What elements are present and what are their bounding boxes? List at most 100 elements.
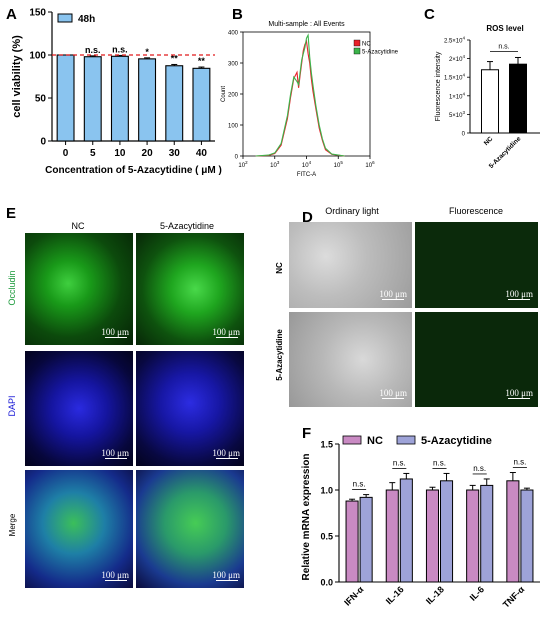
y-tick-label: 0 xyxy=(40,137,46,148)
significance-label: n.s. xyxy=(393,458,406,467)
panel-e-col-nc: NC xyxy=(72,221,85,231)
panel-label-d: D xyxy=(302,209,313,226)
y-tick-label: 2.5×104 xyxy=(444,36,466,45)
panel-d-col-fluorescence: Fluorescence xyxy=(449,206,503,216)
legend-swatch xyxy=(353,47,361,55)
y-tick-label: 0 xyxy=(462,132,466,138)
bar xyxy=(509,63,527,134)
x-tick-label: 104 xyxy=(302,160,312,169)
significance-label: n.s. xyxy=(353,480,366,489)
scale-label: 100 μm xyxy=(101,448,129,458)
scale-label: 100 μm xyxy=(505,388,533,398)
x-tick-label: IFN-α xyxy=(342,584,366,608)
y-tick-label: 50 xyxy=(35,94,47,105)
y-axis-label: Count xyxy=(221,86,227,102)
legend-label: 5-Azacytidine xyxy=(362,50,399,56)
bar xyxy=(345,500,359,583)
bar xyxy=(480,484,494,583)
y-tick-label: 1.0 xyxy=(320,486,333,496)
y-tick-label: 0.5 xyxy=(320,532,333,542)
legend-swatch xyxy=(342,435,362,445)
scale-label: 100 μm xyxy=(212,570,240,580)
chart-b: Multi-sample : All Events 0 100 200 300 400 10… xyxy=(221,21,399,178)
bar xyxy=(440,480,454,583)
scale-label: 100 μm xyxy=(505,289,533,299)
legend-swatch xyxy=(353,39,361,47)
scale-label: 100 μm xyxy=(101,327,129,337)
x-tick-label: TNF-α xyxy=(501,584,527,610)
panel-label-e: E xyxy=(6,205,16,222)
x-tick-label: 40 xyxy=(196,148,208,159)
micrograph-d-aza-light: 100 μm xyxy=(289,312,412,407)
x-axis-label: FITC-A xyxy=(297,172,316,178)
micrograph-e-nc-dapi: 100 μm xyxy=(25,351,133,466)
y-tick-label: 150 xyxy=(29,8,46,19)
micrograph-d-nc-light: 100 μm xyxy=(289,222,412,308)
x-tick-label: 105 xyxy=(334,160,344,169)
bar xyxy=(192,67,211,142)
y-tick-label: 1×104 xyxy=(449,91,466,100)
significance-label: n.s. xyxy=(433,458,446,467)
y-tick-label: 0 xyxy=(235,155,239,161)
panel-d-row-aza: 5-Azacytidine xyxy=(275,329,284,381)
y-tick-label: 2×104 xyxy=(449,54,466,63)
micrograph-d-nc-fluor: 100 μm xyxy=(415,222,538,308)
y-tick-label: 100 xyxy=(29,51,46,62)
chart-title: ROS level xyxy=(486,24,523,33)
panel-label-b: B xyxy=(232,6,243,23)
series-line xyxy=(255,39,345,157)
bar xyxy=(399,478,413,583)
significance-label: n.s. xyxy=(112,44,128,54)
micrograph-e-aza-dapi: 100 μm xyxy=(136,351,244,466)
legend-swatch xyxy=(57,13,73,23)
bar xyxy=(466,489,480,583)
legend-label: 5-Azacytidine xyxy=(421,435,492,447)
bar xyxy=(56,54,75,142)
x-tick-label: 5 xyxy=(90,148,96,159)
panel-e-row-occludin: Occludin xyxy=(7,270,17,305)
micrograph-e-nc-merge: 100 μm xyxy=(25,470,133,588)
panel-label-f: F xyxy=(302,425,311,442)
panel-e-row-merge: Merge xyxy=(8,513,17,536)
x-tick-label: NC xyxy=(483,135,495,147)
micrograph-e-aza-merge: 100 μm xyxy=(136,470,244,588)
series-line xyxy=(255,33,345,157)
significance-label: n.s. xyxy=(513,458,526,467)
panel-d-row-nc: NC xyxy=(275,262,284,274)
significance-label: ** xyxy=(171,53,179,63)
bar xyxy=(165,65,184,142)
legend-swatch xyxy=(396,435,416,445)
x-tick-label: 103 xyxy=(270,160,280,169)
x-tick-label: 102 xyxy=(238,160,248,169)
bar xyxy=(520,489,534,583)
legend-label: NC xyxy=(362,42,371,48)
legend-label: NC xyxy=(367,435,383,447)
panel-e-col-aza: 5-Azacytidine xyxy=(160,221,214,231)
chart-f: 0.0 0.5 1.0 1.5 Relative mRNA expression n.s.… xyxy=(301,435,540,610)
chart-c: ROS level 0 5×103 1×104 1.5×104 2×104 2.5×104F… xyxy=(435,24,540,170)
y-tick-label: 300 xyxy=(228,62,239,68)
y-tick-label: 200 xyxy=(228,93,239,99)
x-tick-label: 10 xyxy=(114,148,126,159)
micrograph-e-nc-occludin: 100 μm xyxy=(25,233,133,345)
significance-label: n.s. xyxy=(498,43,509,50)
x-axis-label: Concentration of 5-Azacytidine ( μM ) xyxy=(45,165,222,176)
legend-label: 48h xyxy=(78,14,95,25)
panel-label-a: A xyxy=(6,6,17,23)
bar xyxy=(385,489,399,583)
x-tick-label: 0 xyxy=(63,148,69,159)
x-tick-label: 20 xyxy=(142,148,154,159)
y-tick-label: 1.5 xyxy=(320,440,333,450)
y-tick-label: 100 xyxy=(228,124,239,130)
panel-e-row-dapi: DAPI xyxy=(7,395,17,416)
bar xyxy=(359,496,373,583)
x-tick-label: 30 xyxy=(169,148,181,159)
y-axis-label: Fluorescence intensity xyxy=(435,51,442,121)
plot-frame xyxy=(242,31,371,157)
y-tick-label: 1.5×104 xyxy=(444,73,466,82)
scale-label: 100 μm xyxy=(101,570,129,580)
micrograph-e-aza-occludin: 100 μm xyxy=(136,233,244,345)
y-axis-label: cell viability (%) xyxy=(11,35,23,118)
chart-a: 0 50 100 150 cell viability (%) 0 5 n.s. 10 n.s. 2… xyxy=(11,8,222,177)
